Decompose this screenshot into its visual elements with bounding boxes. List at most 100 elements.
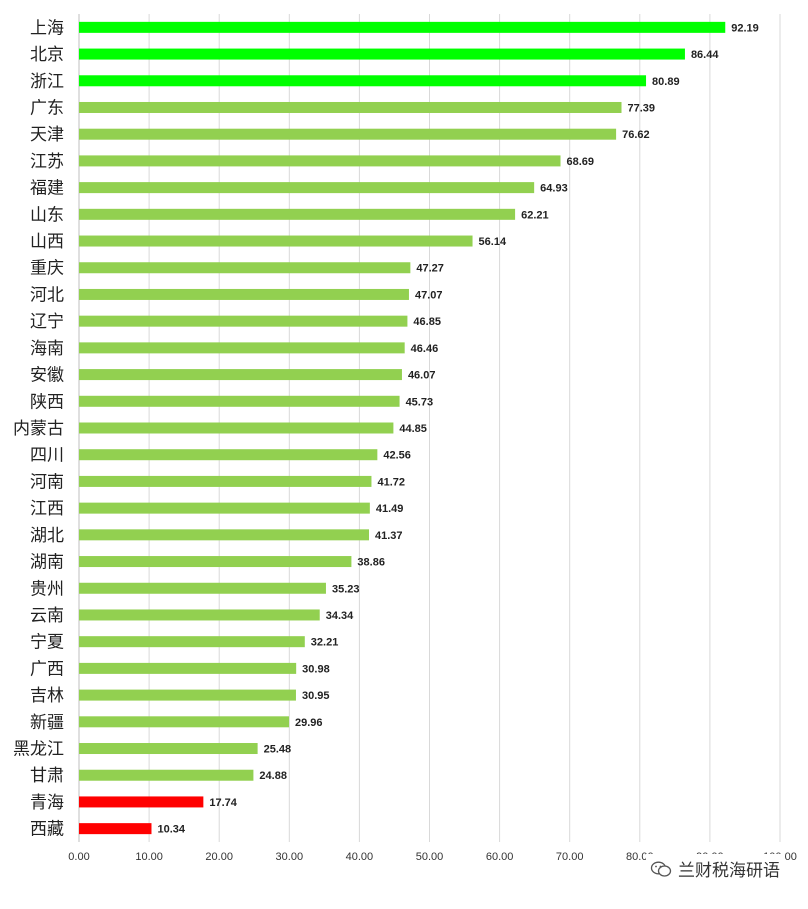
value-label: 92.19	[731, 22, 759, 34]
category-label: 吉林	[30, 686, 64, 706]
bar	[79, 743, 258, 755]
category-label: 江西	[30, 499, 64, 519]
x-tick-label: 20.00	[205, 851, 233, 863]
value-label: 68.69	[567, 156, 595, 168]
category-label: 重庆	[30, 259, 64, 279]
bar	[79, 689, 296, 701]
category-label: 北京	[30, 45, 64, 65]
category-label: 福建	[30, 179, 64, 199]
value-label: 32.21	[311, 637, 339, 649]
value-label: 76.62	[622, 129, 650, 141]
category-label: 甘肃	[30, 766, 64, 786]
bar	[79, 21, 726, 33]
value-label: 10.34	[157, 824, 185, 836]
value-label: 25.48	[264, 744, 292, 756]
bar	[79, 769, 254, 781]
category-label: 内蒙古	[13, 419, 64, 439]
value-label: 30.98	[302, 663, 330, 675]
bar	[79, 235, 473, 247]
category-label: 河北	[30, 285, 64, 305]
bar	[79, 262, 411, 274]
bar	[79, 208, 516, 220]
bar	[79, 395, 400, 407]
bar	[79, 155, 561, 167]
watermark-text: 兰财税海研语	[678, 861, 780, 881]
value-label: 64.93	[540, 183, 568, 195]
bar	[79, 662, 297, 674]
bar	[79, 716, 290, 728]
bar	[79, 315, 408, 327]
wechat-icon	[650, 861, 672, 877]
category-label: 贵州	[30, 579, 64, 599]
watermark: 兰财税海研语	[646, 854, 784, 883]
value-labels: 92.19 86.44 80.89 77.39 76.62 68.69 64.93 62.21…	[157, 22, 758, 835]
x-tick-label: 30.00	[276, 851, 304, 863]
category-label: 宁夏	[30, 633, 64, 653]
value-label: 29.96	[295, 717, 323, 729]
category-label: 广西	[30, 659, 64, 679]
bar	[79, 449, 378, 461]
x-tick-label: 70.00	[556, 851, 584, 863]
category-label: 四川	[30, 446, 64, 466]
value-label: 41.72	[377, 476, 405, 488]
x-tick-label: 0.00	[68, 851, 89, 863]
category-label: 河南	[30, 472, 64, 492]
bar	[79, 823, 152, 835]
bar	[79, 582, 326, 594]
bar	[79, 369, 402, 381]
bar	[79, 422, 394, 434]
category-label: 山西	[30, 232, 64, 252]
value-label: 80.89	[652, 76, 680, 88]
value-label: 41.49	[376, 503, 404, 515]
value-label: 47.07	[415, 289, 443, 301]
value-label: 44.85	[399, 423, 427, 435]
bars-group	[79, 21, 726, 835]
bar	[79, 101, 622, 113]
value-label: 17.74	[209, 797, 237, 809]
category-label: 天津	[30, 125, 64, 145]
category-label: 浙江	[30, 72, 64, 92]
category-labels: 上海北京浙江广东天津江苏福建山东山西重庆河北辽宁海南安徽陕西内蒙古四川河南江西湖…	[13, 18, 64, 839]
bar	[79, 342, 405, 354]
category-label: 新疆	[30, 713, 64, 733]
category-label: 湖北	[30, 526, 64, 546]
category-label: 云南	[30, 606, 64, 626]
category-label: 辽宁	[30, 312, 64, 332]
value-label: 30.95	[302, 690, 330, 702]
bar	[79, 636, 305, 648]
value-label: 46.46	[411, 343, 439, 355]
category-label: 陕西	[30, 392, 64, 412]
value-label: 56.14	[479, 236, 507, 248]
value-label: 62.21	[521, 209, 549, 221]
x-tick-label: 50.00	[416, 851, 444, 863]
bar	[79, 475, 372, 487]
category-label: 上海	[30, 18, 64, 38]
bar	[79, 182, 535, 194]
category-label: 湖南	[30, 553, 64, 573]
category-label: 广东	[30, 98, 64, 118]
bar	[79, 48, 685, 60]
category-label: 安徽	[30, 366, 64, 386]
value-label: 35.23	[332, 583, 360, 595]
bar	[79, 75, 647, 87]
value-label: 42.56	[383, 450, 411, 462]
value-label: 41.37	[375, 530, 403, 542]
bar	[79, 529, 370, 541]
bar	[79, 502, 370, 514]
value-label: 24.88	[259, 770, 287, 782]
value-label: 45.73	[406, 396, 434, 408]
bar	[79, 609, 320, 621]
value-label: 46.85	[413, 316, 441, 328]
x-tick-label: 10.00	[135, 851, 163, 863]
category-label: 西藏	[30, 820, 64, 840]
value-label: 86.44	[691, 49, 719, 61]
bar	[79, 796, 204, 808]
category-label: 青海	[30, 793, 64, 813]
category-label: 黑龙江	[13, 740, 64, 760]
bar	[79, 128, 617, 140]
value-label: 38.86	[357, 557, 385, 569]
bar	[79, 288, 409, 300]
category-label: 山东	[30, 205, 64, 225]
category-label: 海南	[30, 339, 64, 359]
